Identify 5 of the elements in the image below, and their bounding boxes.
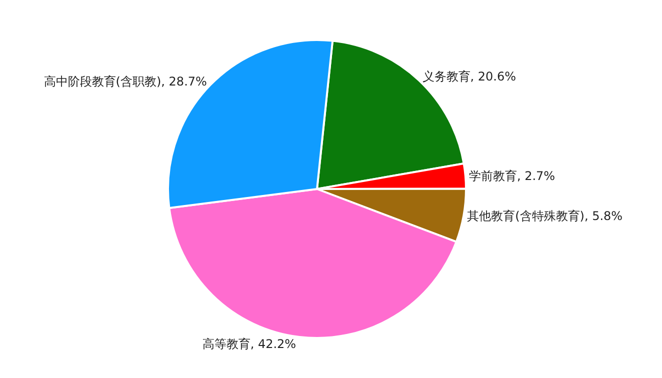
slice-label: 义务教育, 20.6% bbox=[422, 69, 516, 84]
slice-label: 其他教育(含特殊教育), 5.8% bbox=[467, 208, 623, 223]
slice-label: 学前教育, 2.7% bbox=[468, 169, 556, 184]
slice-label: 高中阶段教育(含职教), 28.7% bbox=[44, 74, 207, 88]
slice-label: 高等教育, 42.2% bbox=[202, 336, 296, 351]
